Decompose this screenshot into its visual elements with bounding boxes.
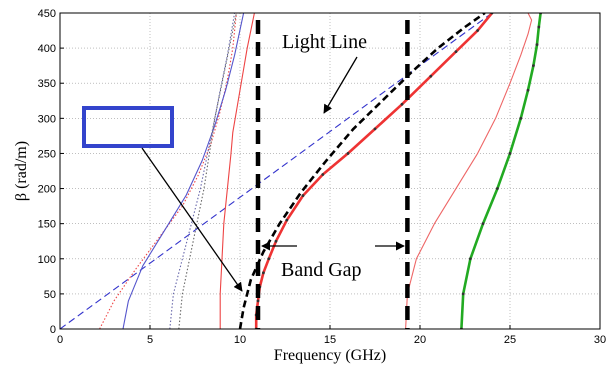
series-point-1 (429, 74, 433, 78)
y-tick-label: 200 (38, 184, 56, 196)
y-tick-label: 150 (38, 219, 56, 231)
series-point-9 (496, 187, 499, 190)
y-tick-label: 0 (50, 324, 56, 336)
series-line-6 (169, 13, 236, 329)
series-point-1 (262, 271, 265, 275)
y-tick-label: 50 (44, 289, 56, 301)
highlight-box (82, 106, 174, 148)
series-point-1 (373, 127, 377, 131)
series-line-2 (238, 13, 486, 329)
series-point-9 (461, 292, 465, 296)
series-line-8 (405, 13, 533, 329)
series-point-1 (301, 194, 305, 197)
series-point-1 (285, 218, 289, 222)
series-point-9 (535, 43, 539, 46)
series-point-9 (481, 222, 485, 226)
y-tick-label: 100 (38, 254, 56, 266)
series-layer (60, 13, 542, 329)
x-tick-label: 0 (57, 334, 63, 346)
x-tick-label: 5 (147, 334, 153, 346)
series-point-1 (321, 173, 325, 176)
y-axis-label: β (rad/m) (13, 141, 30, 201)
series-point-9 (526, 88, 530, 92)
x-tick-label: 10 (234, 334, 246, 346)
series-point-9 (537, 25, 541, 29)
band-gap-label: Band Gap (281, 259, 362, 281)
x-tick-label: 20 (414, 334, 426, 346)
y-tick-label: 250 (38, 148, 56, 160)
band-gap-label-bg (276, 253, 398, 283)
series-line-4 (99, 13, 237, 329)
series-point-1 (256, 299, 260, 303)
y-tick-label: 350 (38, 78, 56, 90)
series-line-5 (122, 13, 245, 329)
light-line-label: Light Line (282, 31, 367, 53)
y-tick-label: 300 (38, 113, 56, 125)
series-point-1 (346, 152, 350, 155)
series-point-9 (519, 116, 523, 120)
x-tick-label: 15 (324, 334, 336, 346)
box-arrow (141, 147, 243, 292)
y-tick-label: 400 (38, 43, 56, 55)
series-point-1 (274, 239, 278, 243)
series-point-9 (469, 257, 472, 261)
series-point-1 (400, 102, 404, 106)
x-tick-label: 30 (594, 334, 606, 346)
series-point-9 (532, 64, 535, 68)
light-line-arrow (323, 56, 358, 114)
series-point-1 (267, 257, 271, 261)
y-tick-label: 450 (38, 8, 56, 20)
series-point-1 (454, 50, 458, 54)
series-line-3 (219, 13, 255, 329)
series-line-9 (460, 13, 542, 329)
series-line-7 (178, 13, 237, 329)
x-axis-label: Frequency (GHz) (274, 347, 386, 364)
series-point-1 (476, 29, 479, 32)
band-gap-lines (255, 20, 410, 329)
x-tick-label: 25 (504, 334, 516, 346)
series-point-9 (508, 152, 512, 155)
